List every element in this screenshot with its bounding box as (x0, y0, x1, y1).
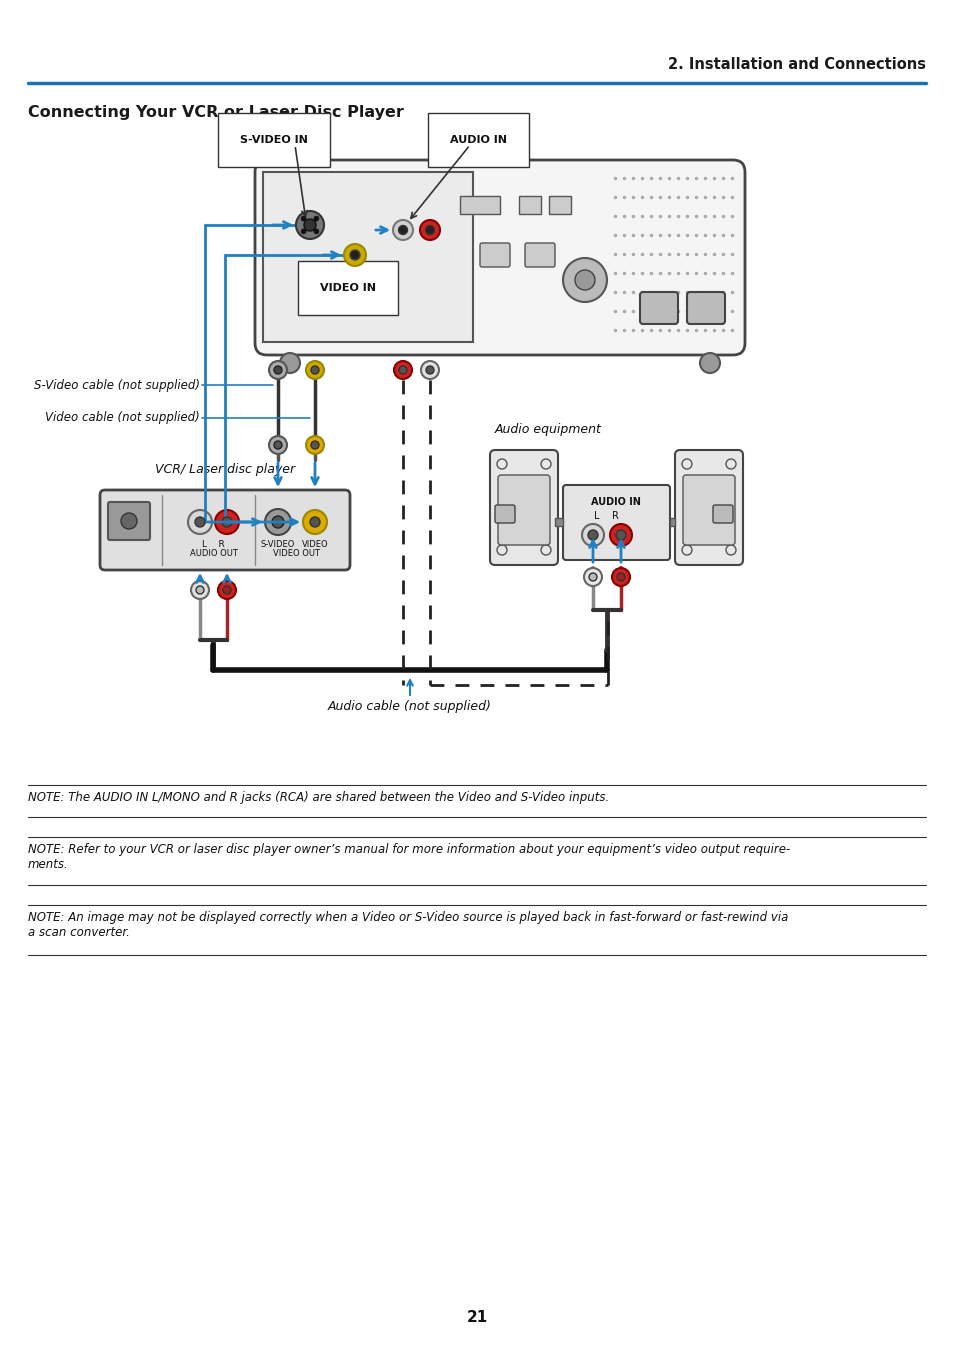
FancyBboxPatch shape (682, 474, 734, 545)
Circle shape (581, 524, 603, 546)
Circle shape (575, 270, 595, 290)
Circle shape (612, 568, 629, 586)
Text: VCR/ Laser disc player: VCR/ Laser disc player (154, 462, 294, 476)
Text: NOTE: Refer to your VCR or laser disc player owner’s manual for more information: NOTE: Refer to your VCR or laser disc pl… (28, 842, 789, 871)
Circle shape (426, 367, 434, 373)
Text: Connecting Your VCR or Laser Disc Player: Connecting Your VCR or Laser Disc Player (28, 105, 403, 120)
Circle shape (269, 361, 287, 379)
Circle shape (274, 441, 282, 449)
Circle shape (350, 249, 359, 260)
Circle shape (218, 581, 235, 599)
Circle shape (223, 586, 231, 594)
Circle shape (214, 510, 239, 534)
Circle shape (311, 367, 318, 373)
Circle shape (398, 367, 407, 373)
Text: L    R: L R (593, 511, 618, 520)
Circle shape (222, 518, 232, 527)
FancyBboxPatch shape (100, 491, 350, 570)
FancyBboxPatch shape (490, 450, 558, 565)
Circle shape (398, 225, 407, 235)
Circle shape (393, 220, 413, 240)
Circle shape (280, 353, 299, 373)
Circle shape (301, 229, 306, 233)
Text: S-Video cable (not supplied): S-Video cable (not supplied) (34, 379, 200, 391)
Circle shape (700, 353, 720, 373)
Circle shape (588, 573, 597, 581)
Circle shape (310, 518, 319, 527)
Circle shape (274, 367, 282, 373)
Text: 21: 21 (466, 1310, 487, 1325)
Circle shape (314, 216, 318, 221)
Circle shape (195, 586, 204, 594)
FancyBboxPatch shape (686, 293, 724, 324)
Text: Audio equipment: Audio equipment (495, 423, 601, 435)
FancyBboxPatch shape (639, 293, 678, 324)
FancyBboxPatch shape (479, 243, 510, 267)
Circle shape (295, 212, 324, 239)
Text: AUDIO IN: AUDIO IN (591, 497, 640, 507)
Circle shape (304, 218, 315, 231)
Circle shape (419, 220, 439, 240)
Circle shape (194, 518, 205, 527)
FancyBboxPatch shape (497, 474, 550, 545)
Bar (555, 518, 562, 526)
Text: S-VIDEO IN: S-VIDEO IN (240, 135, 308, 146)
FancyBboxPatch shape (562, 485, 669, 559)
Circle shape (587, 530, 598, 541)
Circle shape (265, 510, 291, 535)
Circle shape (425, 225, 434, 235)
Bar (263, 173, 473, 342)
Circle shape (188, 510, 212, 534)
FancyBboxPatch shape (254, 160, 744, 355)
Text: NOTE: An image may not be displayed correctly when a Video or S-Video source is : NOTE: An image may not be displayed corr… (28, 911, 787, 940)
Circle shape (311, 441, 318, 449)
Circle shape (394, 361, 412, 379)
Text: NOTE: The AUDIO IN L/MONO and R jacks (RCA) are shared between the Video and S-V: NOTE: The AUDIO IN L/MONO and R jacks (R… (28, 791, 609, 803)
Text: Audio cable (not supplied): Audio cable (not supplied) (328, 700, 492, 713)
Circle shape (583, 568, 601, 586)
Circle shape (314, 229, 318, 233)
Circle shape (272, 516, 284, 528)
Circle shape (121, 514, 137, 528)
FancyBboxPatch shape (524, 243, 555, 267)
Circle shape (306, 435, 324, 454)
FancyBboxPatch shape (495, 506, 515, 523)
Bar (548, 195, 571, 214)
Text: AUDIO OUT: AUDIO OUT (190, 549, 237, 558)
Bar (518, 195, 540, 214)
Text: L    R: L R (202, 541, 225, 549)
FancyBboxPatch shape (675, 450, 742, 565)
Circle shape (303, 510, 327, 534)
Text: Video cable (not supplied): Video cable (not supplied) (45, 411, 200, 425)
FancyBboxPatch shape (712, 506, 732, 523)
Bar (459, 195, 499, 214)
Circle shape (269, 435, 287, 454)
Text: 2. Installation and Connections: 2. Installation and Connections (667, 57, 925, 71)
Text: VIDEO: VIDEO (301, 541, 328, 549)
FancyBboxPatch shape (108, 501, 150, 541)
Bar (669, 518, 675, 526)
Circle shape (301, 216, 306, 221)
Text: VIDEO OUT: VIDEO OUT (273, 549, 319, 558)
Circle shape (562, 257, 606, 302)
Text: AUDIO IN: AUDIO IN (450, 135, 506, 146)
Circle shape (306, 361, 324, 379)
Circle shape (609, 524, 631, 546)
Circle shape (191, 581, 209, 599)
Text: S-VIDEO: S-VIDEO (260, 541, 294, 549)
Circle shape (616, 530, 625, 541)
Circle shape (617, 573, 624, 581)
Circle shape (344, 244, 366, 266)
Text: VIDEO IN: VIDEO IN (319, 283, 375, 293)
Circle shape (420, 361, 438, 379)
